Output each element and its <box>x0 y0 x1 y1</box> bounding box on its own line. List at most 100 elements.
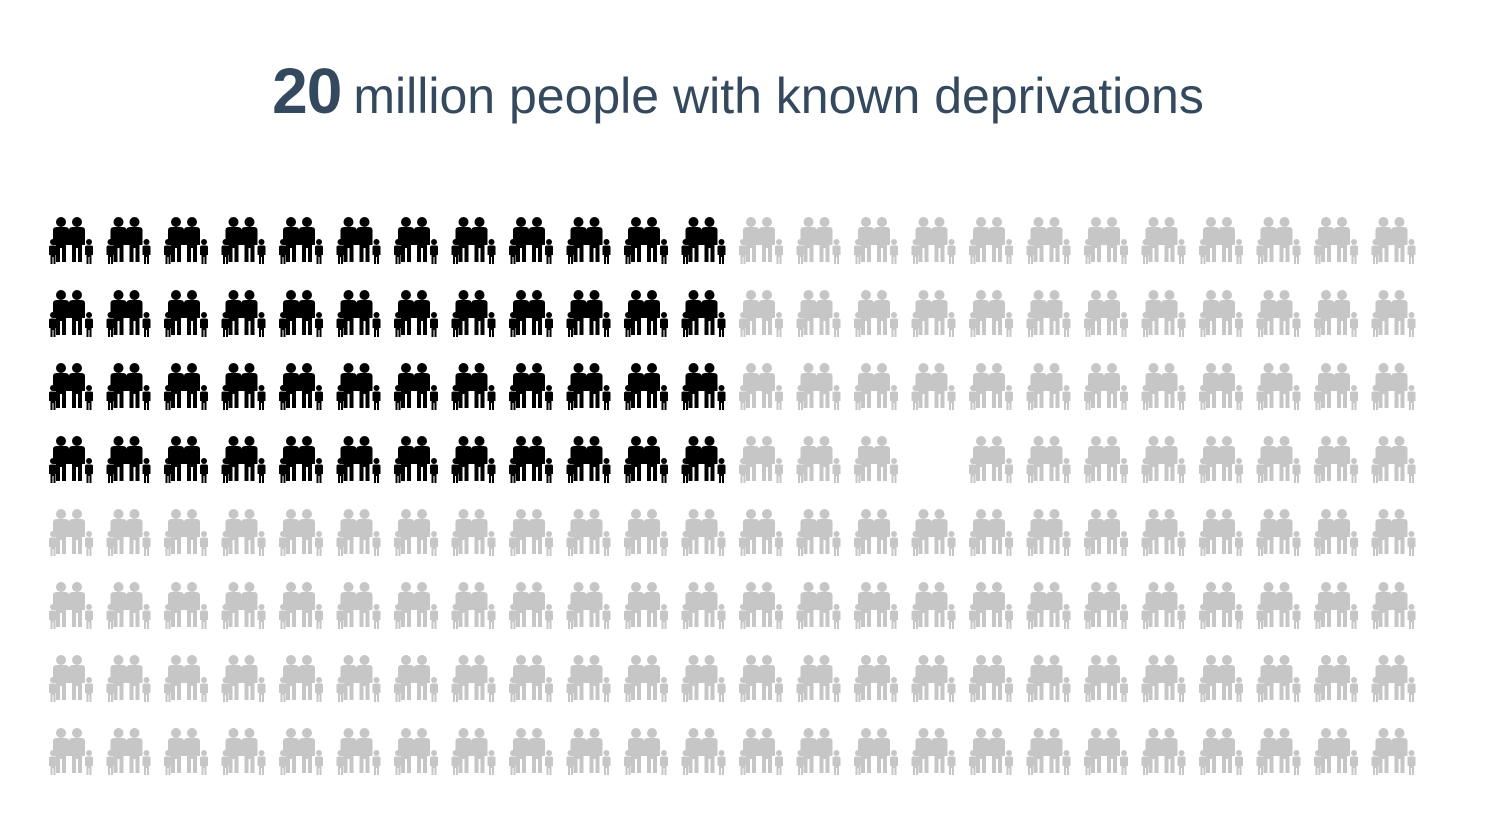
family-icon <box>796 363 841 410</box>
family-icon <box>1084 363 1128 410</box>
family-icon <box>1026 436 1071 483</box>
family-icon <box>164 728 208 775</box>
family-icon <box>911 509 956 556</box>
family-icon <box>451 655 496 702</box>
family-icon <box>336 217 381 264</box>
family-icon <box>969 436 1013 483</box>
family-icon <box>451 582 496 629</box>
family-icon <box>164 509 208 556</box>
family-icon <box>969 290 1013 337</box>
family-icon <box>106 290 151 337</box>
family-icon <box>1141 509 1186 556</box>
family-icon <box>509 582 553 629</box>
family-icon <box>1256 728 1301 775</box>
family-icon <box>624 509 668 556</box>
family-icon <box>1314 582 1358 629</box>
family-icon <box>1371 509 1416 556</box>
family-icon <box>854 728 898 775</box>
family-icon <box>106 655 151 702</box>
family-icon <box>681 363 726 410</box>
headline-text: million people with known deprivations <box>353 68 1204 124</box>
family-icon <box>509 655 553 702</box>
family-icon <box>49 582 93 629</box>
family-icon <box>1199 655 1243 702</box>
family-icon <box>624 655 668 702</box>
family-icon <box>969 217 1013 264</box>
family-icon <box>221 582 266 629</box>
family-icon <box>1084 655 1128 702</box>
family-icon <box>624 363 668 410</box>
family-icon <box>221 655 266 702</box>
family-icon <box>1256 436 1301 483</box>
family-icon <box>681 582 726 629</box>
family-icon <box>681 290 726 337</box>
family-icon <box>279 655 323 702</box>
family-icon <box>739 217 783 264</box>
family-icon <box>1084 217 1128 264</box>
family-icon <box>911 290 956 337</box>
family-icon <box>1314 728 1358 775</box>
family-icon <box>911 655 956 702</box>
family-icon <box>1199 290 1243 337</box>
family-icon <box>1199 582 1243 629</box>
family-icon <box>969 582 1013 629</box>
family-icon <box>796 436 841 483</box>
family-icon <box>854 509 898 556</box>
family-icon <box>624 728 668 775</box>
family-icon <box>1199 217 1243 264</box>
family-icon <box>451 728 496 775</box>
family-icon <box>394 217 438 264</box>
family-icon <box>1371 436 1416 483</box>
family-icon <box>969 363 1013 410</box>
family-icon <box>739 509 783 556</box>
family-icon <box>394 655 438 702</box>
family-icon <box>221 728 266 775</box>
family-icon <box>1314 217 1358 264</box>
family-icon <box>624 217 668 264</box>
family-icon <box>49 290 93 337</box>
family-icon <box>336 655 381 702</box>
family-icon <box>1084 436 1128 483</box>
family-icon <box>969 655 1013 702</box>
family-icon <box>566 509 611 556</box>
family-icon <box>1026 363 1071 410</box>
family-icon <box>566 290 611 337</box>
headline-value: 20 <box>272 55 342 127</box>
family-icon <box>1026 290 1071 337</box>
family-icon <box>164 363 208 410</box>
family-icon <box>451 217 496 264</box>
family-icon <box>106 728 151 775</box>
family-icon <box>1141 655 1186 702</box>
family-icon <box>106 582 151 629</box>
family-icon <box>336 509 381 556</box>
family-icon <box>394 728 438 775</box>
family-icon <box>49 655 93 702</box>
family-icon <box>969 728 1013 775</box>
family-icon <box>336 582 381 629</box>
family-icon <box>279 290 323 337</box>
family-icon <box>394 436 438 483</box>
family-icon <box>624 436 668 483</box>
family-icon <box>1026 582 1071 629</box>
family-icon <box>681 217 726 264</box>
family-icon <box>394 582 438 629</box>
family-icon <box>796 217 841 264</box>
family-icon <box>1314 436 1358 483</box>
family-icon <box>796 728 841 775</box>
family-icon <box>336 363 381 410</box>
family-icon <box>739 436 783 483</box>
family-icon <box>911 363 956 410</box>
family-icon <box>279 436 323 483</box>
family-icon <box>49 509 93 556</box>
family-icon <box>1141 363 1186 410</box>
family-icon <box>1026 728 1071 775</box>
family-icon <box>681 655 726 702</box>
family-icon <box>681 728 726 775</box>
family-icon <box>1199 436 1243 483</box>
family-icon <box>1371 363 1416 410</box>
family-icon <box>1256 217 1301 264</box>
family-icon <box>509 363 553 410</box>
family-icon <box>681 436 726 483</box>
family-icon <box>1141 582 1186 629</box>
family-icon <box>1084 728 1128 775</box>
